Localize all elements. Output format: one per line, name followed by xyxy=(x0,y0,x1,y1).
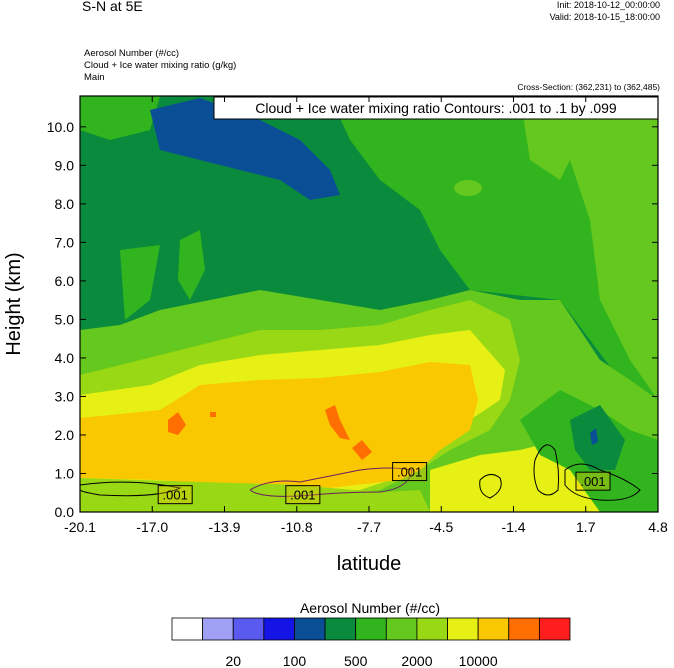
contour-label-box xyxy=(392,462,428,482)
contour-label-box xyxy=(285,485,321,505)
colorbar-swatch xyxy=(538,617,571,641)
y-tick-label: 7.0 xyxy=(55,234,75,250)
x-tick-label: -17.0 xyxy=(136,519,168,535)
y-tick-label: 5.0 xyxy=(55,311,75,327)
field-blue-patch-lower xyxy=(590,428,598,445)
contour-labels: .001 .001 .001 .001 xyxy=(157,462,611,505)
contour-label-box xyxy=(157,485,193,505)
colorbar-swatch xyxy=(202,617,234,641)
y-axis-label: Height (km) xyxy=(3,252,25,355)
field-green-streak-2 xyxy=(120,245,160,320)
x-tick-label: -7.7 xyxy=(357,519,381,535)
x-tick-label: -1.4 xyxy=(501,519,525,535)
field-label-aerosol: Aerosol Number (#/cc) xyxy=(84,48,180,59)
field-patch-1 xyxy=(454,180,482,196)
colorbar-label: 20 xyxy=(225,653,241,668)
field-green-left xyxy=(80,96,160,140)
x-tick-label: -20.1 xyxy=(64,519,96,535)
colorbar-label: 10000 xyxy=(459,653,498,668)
contour-line-4 xyxy=(533,444,560,496)
plot-title: S-N at 5E xyxy=(82,0,143,14)
contour-line-1 xyxy=(79,481,182,497)
field-label-cloud: Cloud + Ice water mixing ratio (g/kg) xyxy=(84,60,237,71)
colorbar-swatch xyxy=(385,617,418,641)
contour-label: .001 xyxy=(290,488,315,503)
valid-time: Valid: 2018-10-15_18:00:00 xyxy=(549,12,660,22)
field-red-patch-4 xyxy=(210,412,216,417)
field-lightgreen-right xyxy=(560,96,658,400)
x-tick-label: 1.7 xyxy=(576,519,596,535)
colorbar-swatch xyxy=(171,617,204,641)
heatmap-field xyxy=(80,96,658,512)
contour-line-2 xyxy=(249,467,413,497)
colorbar-label: 2000 xyxy=(401,653,432,668)
colorbar-swatch xyxy=(232,617,265,641)
field-label-main: Main xyxy=(84,72,105,83)
y-tick-label: 4.0 xyxy=(55,350,75,366)
init-time: Init: 2018-10-12_00:00:00 xyxy=(556,0,660,10)
colorbar-swatch xyxy=(508,617,540,641)
x-tick-label: -10.8 xyxy=(281,519,313,535)
field-orange xyxy=(80,362,478,488)
colorbar-swatch xyxy=(294,617,326,641)
field-red-patch-3 xyxy=(352,440,372,460)
y-tick-label: 3.0 xyxy=(55,388,75,404)
colorbar-title: Aerosol Number (#/cc) xyxy=(300,600,440,616)
contour-label: .001 xyxy=(580,474,605,489)
contour-label-box xyxy=(575,471,611,491)
contour-line-3 xyxy=(479,474,502,499)
contour-label: .001 xyxy=(163,488,188,503)
field-blue-region xyxy=(150,98,340,200)
x-tick-label: -4.5 xyxy=(429,519,453,535)
y-tick-label: 9.0 xyxy=(55,157,75,173)
y-tick-label: 2.0 xyxy=(55,427,75,443)
cross-section-label: Cross-Section: (362,231) to (362,485) xyxy=(517,82,660,92)
colorbar-swatch xyxy=(477,617,510,641)
contour-lines xyxy=(79,444,641,501)
colorbar-label: 500 xyxy=(344,653,368,668)
field-red-patch-1 xyxy=(168,412,186,435)
y-tick-label: 0.0 xyxy=(55,504,75,520)
colorbar-label: 100 xyxy=(283,653,307,668)
colorbar-labels: 20 100 500 2000 10000 xyxy=(225,653,497,668)
contour-label: .001 xyxy=(397,465,422,480)
y-tick-label: 1.0 xyxy=(55,465,75,481)
colorbar-swatch xyxy=(355,617,387,641)
field-red-patch-2 xyxy=(325,405,350,440)
colorbar-swatch xyxy=(416,617,448,641)
contour-info-text: Cloud + Ice water mixing ratio Contours:… xyxy=(255,100,617,116)
field-darkgreen-lower-right xyxy=(570,405,625,470)
y-tick-label: 10.0 xyxy=(47,119,74,135)
colorbar-swatch xyxy=(324,617,357,641)
y-axis: 0.0 1.0 2.0 3.0 4.0 5.0 6.0 7.0 8.0 9.0 10.0 xyxy=(47,119,658,520)
x-tick-label: 4.8 xyxy=(648,519,668,535)
y-tick-label: 6.0 xyxy=(55,273,75,289)
colorbar-swatch xyxy=(447,617,479,641)
y-tick-label: 8.0 xyxy=(55,196,75,212)
x-axis: -20.1 -17.0 -13.9 -10.8 -7.7 -4.5 -1.4 1.7 4.8 xyxy=(64,96,668,535)
colorbar-swatch xyxy=(263,617,295,641)
contour-line-5 xyxy=(564,463,641,501)
x-axis-label: latitude xyxy=(337,553,402,575)
colorbar xyxy=(171,617,571,641)
x-tick-label: -13.9 xyxy=(209,519,241,535)
field-green-streak-1 xyxy=(178,230,205,300)
